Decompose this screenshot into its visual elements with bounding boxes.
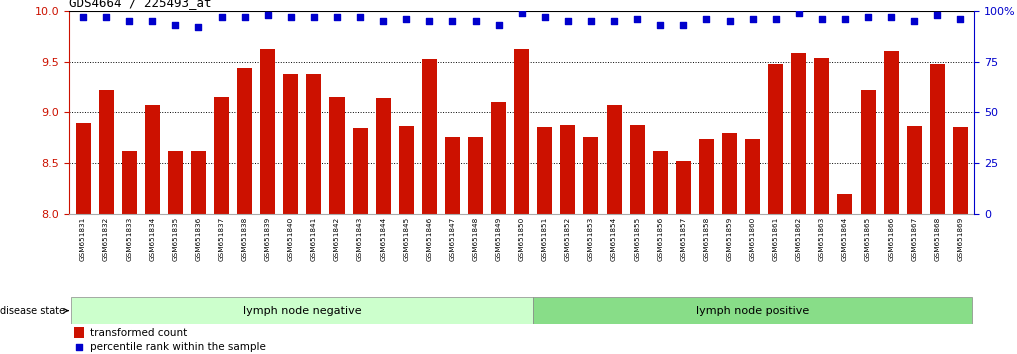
Point (652, 22, 668, 28)
Point (744, 16, 761, 22)
Point (121, 18, 137, 24)
Bar (768, 63, 783, 214)
Point (468, 18, 484, 24)
Point (75, 14, 92, 19)
Point (837, 16, 853, 22)
Point (537, 14, 553, 19)
Bar (815, 58, 830, 214)
Point (421, 18, 437, 24)
Bar (71, 297, 533, 324)
Point (906, 18, 922, 24)
Point (398, 16, 414, 22)
Bar (884, 51, 899, 214)
Text: percentile rank within the sample: percentile rank within the sample (91, 342, 266, 352)
Point (283, 14, 299, 19)
Point (721, 18, 737, 24)
Bar (491, 102, 506, 214)
Point (814, 16, 830, 22)
Bar (191, 151, 206, 214)
Bar (953, 127, 968, 214)
Point (630, 16, 646, 22)
Point (70, 344, 86, 350)
Text: transformed count: transformed count (91, 328, 188, 338)
Bar (653, 151, 668, 214)
Bar (445, 137, 460, 214)
Bar (214, 97, 229, 214)
Bar (375, 98, 391, 214)
Bar (75, 122, 91, 214)
Point (930, 12, 946, 18)
Bar (144, 105, 160, 214)
Bar (99, 90, 114, 214)
Bar (284, 74, 298, 214)
Point (167, 22, 183, 28)
Point (98, 14, 114, 19)
Bar (630, 125, 645, 214)
Bar (330, 97, 345, 214)
Point (559, 18, 576, 24)
Text: lymph node positive: lymph node positive (696, 306, 810, 316)
Point (790, 10, 806, 16)
Point (259, 12, 276, 18)
Bar (537, 127, 552, 214)
Bar (306, 74, 321, 214)
Text: disease state: disease state (0, 306, 68, 316)
Point (768, 16, 784, 22)
Text: GDS4664 / 225493_at: GDS4664 / 225493_at (69, 0, 212, 10)
Point (214, 14, 230, 19)
Bar (237, 68, 252, 214)
Bar (168, 151, 183, 214)
Bar (468, 137, 483, 214)
Point (675, 22, 692, 28)
Point (444, 18, 461, 24)
Bar (837, 194, 852, 214)
Bar (584, 137, 598, 214)
Bar (860, 90, 876, 214)
Bar (699, 139, 714, 214)
Bar (930, 63, 945, 214)
Bar (560, 125, 576, 214)
Bar (676, 161, 691, 214)
Bar (745, 139, 760, 214)
Bar (422, 59, 437, 214)
Bar (399, 126, 414, 214)
Bar (122, 151, 136, 214)
Bar (73, 327, 83, 338)
Point (352, 14, 368, 19)
Point (883, 14, 899, 19)
Point (952, 16, 968, 22)
Bar (533, 297, 972, 324)
Bar (791, 53, 806, 214)
Bar (515, 49, 529, 214)
Point (144, 18, 161, 24)
Point (375, 18, 392, 24)
Text: lymph node negative: lymph node negative (243, 306, 362, 316)
Point (306, 14, 322, 19)
Bar (260, 49, 276, 214)
Point (237, 14, 253, 19)
Point (328, 14, 345, 19)
Point (190, 24, 206, 30)
Point (860, 14, 877, 19)
Bar (353, 128, 367, 214)
Point (490, 22, 506, 28)
Point (606, 18, 622, 24)
Point (699, 16, 715, 22)
Bar (907, 126, 921, 214)
Point (514, 10, 530, 16)
Bar (606, 105, 621, 214)
Bar (722, 133, 737, 214)
Point (583, 18, 599, 24)
